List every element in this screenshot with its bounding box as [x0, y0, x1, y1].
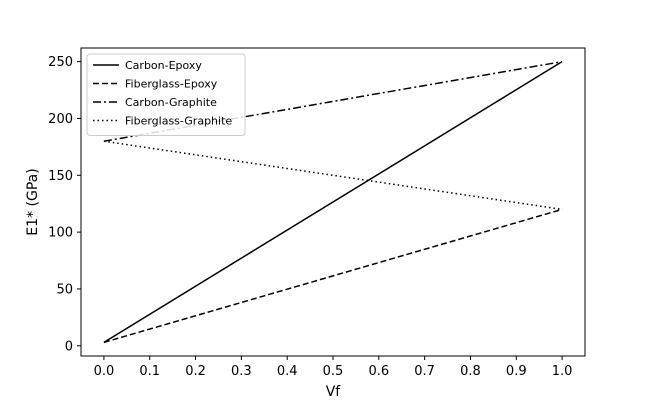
legend-entry-label: Fiberglass-Epoxy: [125, 78, 218, 91]
x-tick-label: 0.4: [277, 364, 298, 379]
x-tick-label: 0.2: [185, 364, 206, 379]
y-tick-label: 250: [48, 55, 73, 70]
legend-entry-label: Carbon-Epoxy: [125, 59, 202, 72]
x-tick-label: 0.0: [94, 364, 115, 379]
x-tick-label: 0.9: [506, 364, 527, 379]
legend-entry-label: Fiberglass-Graphite: [125, 115, 232, 128]
x-tick-label: 0.3: [231, 364, 252, 379]
legend-box: [86, 53, 246, 136]
series-line-fiberglass-graphite: [103, 140, 563, 211]
y-tick-label: 50: [56, 282, 73, 297]
legend-entry-label: Carbon-Graphite: [125, 96, 217, 109]
series-line-carbon-graphite: [103, 60, 563, 142]
x-tick-label: 0.5: [323, 364, 344, 379]
y-axis: 0 50 100 150 200 250: [48, 55, 81, 354]
x-axis-label: Vf: [326, 384, 342, 400]
series-layer: [103, 60, 563, 344]
x-tick-label: 0.8: [460, 364, 481, 379]
x-tick-label: 0.6: [368, 364, 389, 379]
x-axis: 0.0 0.1 0.2 0.3 0.4 0.5 0.6 0.7 0.8 0.9 1.0: [94, 356, 573, 379]
series-line-fiberglass-epoxy: [103, 208, 563, 344]
y-tick-label: 100: [48, 226, 73, 241]
x-tick-label: 0.7: [414, 364, 435, 379]
x-tick-label: 0.1: [139, 364, 160, 379]
y-tick-label: 150: [48, 169, 73, 184]
x-tick-label: 1.0: [552, 364, 573, 379]
y-tick-label: 0: [65, 339, 73, 354]
y-tick-label: 200: [48, 112, 73, 127]
series-line-carbon-epoxy: [103, 61, 563, 343]
legend: Carbon-Epoxy Fiberglass-Epoxy Carbon-Graph…: [86, 53, 246, 136]
y-axis-label: E1* (GPa): [25, 168, 41, 235]
